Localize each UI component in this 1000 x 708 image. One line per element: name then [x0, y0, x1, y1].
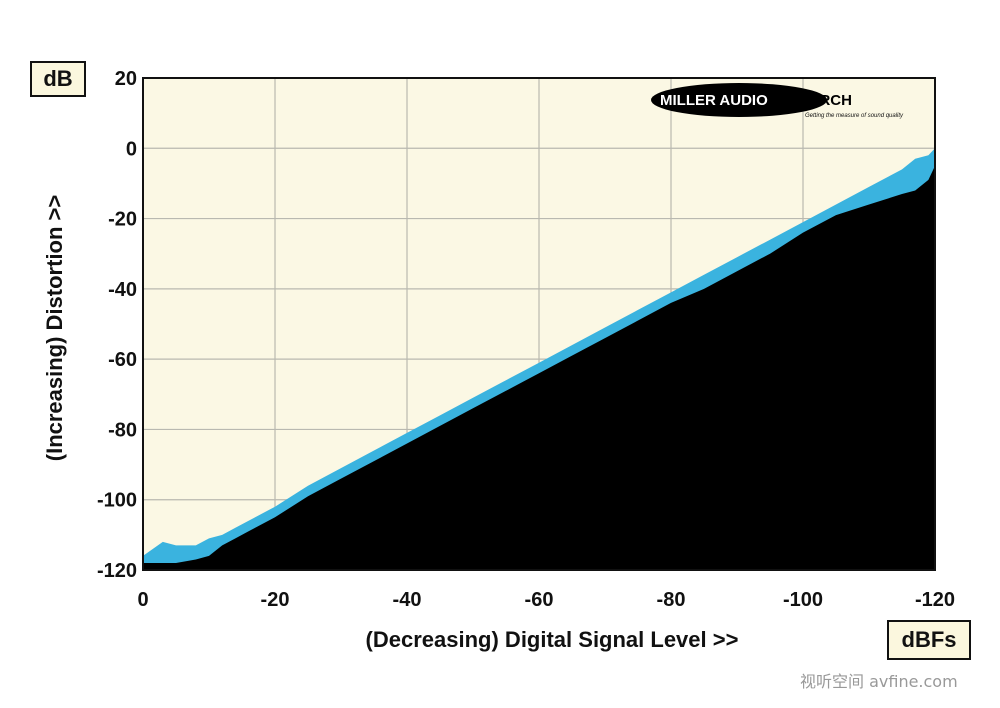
logo-tagline: Getting the measure of sound quality — [805, 113, 904, 119]
y-axis-title: (Increasing) Distortion >> — [42, 195, 67, 462]
x-tick-label: -120 — [915, 589, 955, 611]
x-tick-label: -40 — [393, 589, 422, 611]
x-axis-ticks: 0 -20 -40 -60 -80 -100 -120 — [137, 589, 955, 611]
logo-text-left: MILLER AUDIO — [660, 92, 768, 109]
x-tick-label: -100 — [783, 589, 823, 611]
y-tick-label: -80 — [108, 419, 137, 441]
logo-text-right: RESEARCH — [768, 92, 852, 109]
watermark: 视听空间 avfine.com — [800, 672, 958, 691]
x-axis-title: (Decreasing) Digital Signal Level >> — [366, 627, 739, 652]
svg-text:MILLER AUDIORESEARCH: MILLER AUDIORESEARCH — [660, 92, 852, 109]
x-tick-label: -60 — [525, 589, 554, 611]
x-unit-label: dBFs — [887, 620, 971, 660]
y-tick-label: -40 — [108, 279, 137, 301]
y-tick-label: 20 — [115, 68, 137, 90]
x-tick-label: -80 — [657, 589, 686, 611]
x-tick-label: 0 — [137, 589, 148, 611]
y-tick-label: 0 — [126, 138, 137, 160]
plot-frame — [142, 77, 936, 571]
brand-logo: MILLER AUDIORESEARCH Getting the measure… — [651, 83, 904, 119]
x-tick-label: -20 — [261, 589, 290, 611]
y-unit-label: dB — [30, 61, 86, 97]
noise-floor-area — [143, 165, 935, 570]
y-tick-label: -60 — [108, 349, 137, 371]
logo-ellipse — [651, 83, 827, 117]
y-tick-label: -100 — [97, 490, 137, 512]
y-tick-label: -20 — [108, 209, 137, 231]
y-tick-label: -120 — [97, 560, 137, 582]
y-axis-ticks: 20 0 -20 -40 -60 -80 -100 -120 — [97, 68, 137, 582]
